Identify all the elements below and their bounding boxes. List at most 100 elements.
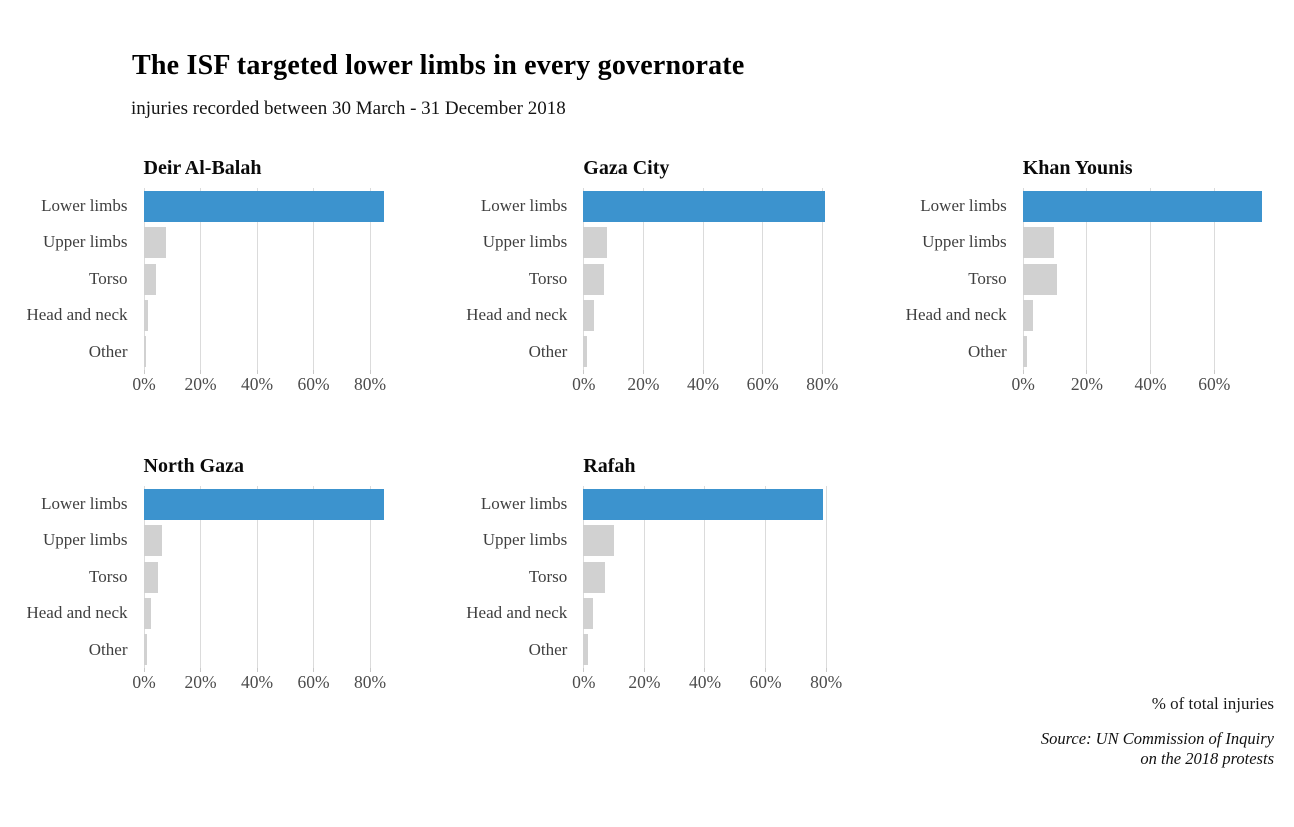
tick-label-80: 80% — [353, 672, 387, 692]
source-line-2: on the 2018 protests — [1140, 748, 1274, 768]
tick-mark — [313, 668, 315, 672]
plot-area — [143, 486, 387, 668]
tick-mark — [256, 370, 258, 374]
tick-mark — [313, 370, 315, 374]
category-label-lower-limbs: Lower limbs — [41, 494, 128, 513]
tick-label-40: 40% — [240, 672, 274, 692]
gridline — [825, 486, 827, 668]
plot-area — [143, 188, 387, 370]
x-axis: 0% 20% 40% 60% 80% — [572, 668, 842, 696]
gridline — [200, 188, 201, 370]
panel-body: Lower limbs Upper limbs Torso Head and neck… — [443, 486, 827, 668]
tick-label-80: 80% — [353, 374, 387, 394]
bar-torso — [583, 561, 606, 593]
tick-mark — [1022, 370, 1024, 374]
category-label-torso: Torso — [528, 566, 568, 586]
x-axis: 0% 20% 40% 60% 80% — [132, 668, 387, 696]
category-label-head-and-neck: Head and neck — [26, 603, 128, 623]
gridline — [256, 486, 258, 668]
bar-head-and-neck — [1022, 299, 1034, 331]
tick-mark — [200, 668, 201, 672]
bar-torso — [143, 561, 158, 593]
source-line-1: Source: UN Commission of Inquiry — [1040, 729, 1274, 748]
category-label-head-and-neck: Head and neck — [26, 305, 128, 325]
bar-lower-limbs — [583, 190, 825, 222]
gridline — [1086, 188, 1088, 370]
source-citation: Source: UN Commission of Inquiry on the … — [1041, 729, 1274, 768]
bar-head-and-neck — [583, 597, 594, 629]
gridline — [643, 486, 645, 668]
bar-head-and-neck — [143, 299, 149, 331]
gridline — [313, 486, 315, 668]
bar-head-and-neck — [143, 597, 151, 629]
category-label-other: Other — [528, 341, 568, 361]
gridline — [702, 188, 704, 370]
tick-mark — [200, 370, 201, 374]
gridline — [704, 486, 706, 668]
bar-other — [143, 634, 147, 666]
tick-label-20: 20% — [184, 374, 217, 394]
tick-mark — [642, 370, 644, 374]
axis-unit-label: % of total injuries — [1151, 694, 1274, 713]
panel-north-gaza: North Gaza Lower limbs Upper limbs Torso Hea… — [4, 453, 387, 696]
tick-mark — [704, 668, 706, 672]
panel-title-gaza-city: Gaza City — [583, 157, 670, 179]
panel-body: Lower limbs Upper limbs Torso Head and neck… — [4, 486, 387, 668]
tick-label-40: 40% — [240, 374, 274, 394]
tick-label-0: 0% — [132, 374, 156, 394]
category-label-torso: Torso — [528, 268, 568, 288]
tick-label-60: 60% — [1198, 374, 1231, 394]
gridline — [369, 486, 371, 668]
gridline — [1213, 188, 1215, 370]
category-label-torso: Torso — [968, 268, 1007, 288]
gridline — [313, 188, 315, 370]
tick-label-0: 0% — [572, 672, 596, 692]
x-axis: 0% 20% 40% 60% 80% — [132, 370, 387, 398]
tick-label-40: 40% — [687, 374, 720, 394]
gridline — [369, 188, 371, 370]
tick-label-0: 0% — [132, 672, 156, 692]
panel-rafah: Rafah Lower limbs Upper limbs Torso Head and… — [443, 453, 842, 696]
tick-mark — [762, 370, 764, 374]
bar-lower-limbs — [143, 190, 384, 222]
tick-mark — [702, 370, 704, 374]
bar-other — [1022, 336, 1028, 368]
bar-head-and-neck — [583, 299, 595, 331]
panel-title-rafah: Rafah — [583, 455, 636, 477]
tick-mark — [583, 668, 585, 672]
tick-mark — [583, 370, 585, 374]
tick-label-60: 60% — [746, 374, 779, 394]
category-label-torso: Torso — [89, 566, 128, 586]
tick-mark — [825, 668, 827, 672]
category-label-upper-limbs: Upper limbs — [42, 530, 128, 550]
bar-torso — [583, 263, 605, 295]
tick-mark — [1086, 370, 1088, 374]
category-label-upper-limbs: Upper limbs — [922, 232, 1007, 252]
category-label-lower-limbs: Lower limbs — [41, 196, 128, 215]
tick-label-60: 60% — [297, 374, 330, 394]
panel-body: Lower limbs Upper limbs Torso Head and neck… — [4, 188, 387, 370]
bar-lower-limbs — [583, 488, 823, 520]
tick-label-20: 20% — [627, 374, 660, 394]
panel-body: Lower limbs Upper limbs Torso Head and neck… — [883, 188, 1266, 370]
bar-upper-limbs — [143, 227, 167, 259]
tick-mark — [369, 370, 371, 374]
bar-upper-limbs — [583, 525, 614, 557]
tick-mark — [369, 668, 371, 672]
category-label-head-and-neck: Head and neck — [466, 603, 568, 623]
panel-deir-al-balah: Deir Al-Balah Lower limbs Upper limbs Torso… — [4, 155, 387, 398]
bar-other — [583, 634, 588, 666]
category-label-lower-limbs: Lower limbs — [920, 196, 1007, 215]
tick-mark — [643, 668, 645, 672]
gridline — [642, 188, 644, 370]
category-label-other: Other — [88, 639, 128, 659]
tick-label-80: 80% — [810, 672, 843, 692]
category-label-upper-limbs: Upper limbs — [482, 232, 568, 252]
category-label-other: Other — [967, 341, 1007, 361]
bar-lower-limbs — [1022, 190, 1262, 222]
panel-gaza-city: Gaza City Lower limbs Upper limbs Torso Head… — [443, 155, 838, 398]
category-label-lower-limbs: Lower limbs — [480, 494, 568, 513]
plot-area — [583, 188, 826, 370]
tick-label-80: 80% — [806, 374, 839, 394]
